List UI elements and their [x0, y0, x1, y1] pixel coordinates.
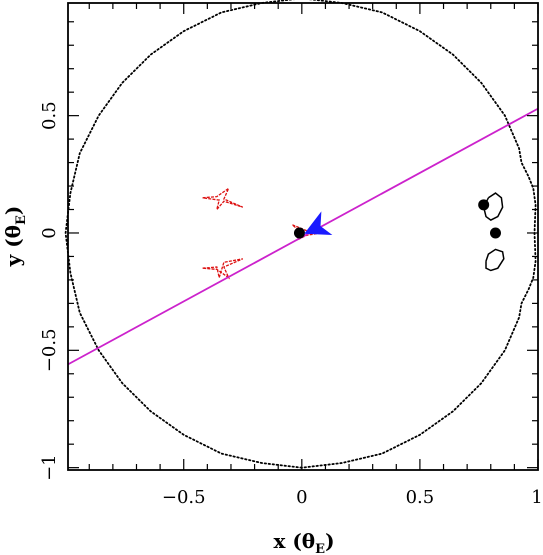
x-tick-label: 1 [531, 487, 542, 508]
source-arrowhead [304, 211, 333, 235]
lens-marker-3 [489, 227, 501, 239]
small-critical-curves-layer [482, 192, 505, 272]
x-axis-label: x (θE) [273, 529, 334, 555]
x-tick-labels: −0.5 0 0.5 1 [162, 487, 543, 508]
y-tick-label: −0.5 [39, 328, 60, 372]
small-critical-curve-2 [485, 248, 505, 272]
small-critical-curve-1 [482, 192, 504, 221]
caustic-2 [202, 258, 244, 281]
x-tick-label: 0.5 [406, 487, 435, 508]
lens-marker-2 [478, 199, 490, 211]
y-tick-label: 0.5 [39, 101, 60, 130]
ticks-layer [68, 3, 539, 470]
x-tick-label: 0 [296, 487, 307, 508]
y-axis-label: y (θE) [1, 206, 29, 268]
lens-markers-layer [293, 199, 501, 239]
x-tick-label: −0.5 [162, 487, 206, 508]
source-marker [304, 211, 333, 235]
y-tick-label: −1 [39, 454, 60, 481]
caustic-1 [202, 186, 244, 210]
critical-curve-layer [64, 0, 537, 469]
critical-curve [64, 0, 537, 469]
source-marker-layer [304, 211, 333, 235]
lens-marker-1 [293, 227, 305, 239]
plot-frame [67, 2, 539, 471]
y-tick-labels: −1 −0.5 0 0.5 [39, 101, 60, 481]
y-tick-label: 0 [39, 227, 60, 238]
